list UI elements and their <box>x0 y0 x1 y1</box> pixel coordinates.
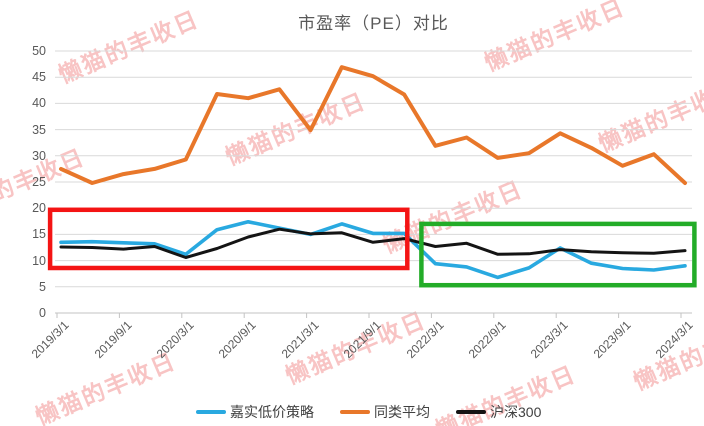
legend-item-peer-average: 同类平均 <box>340 402 430 422</box>
legend-item-csi300: 沪深300 <box>456 402 541 422</box>
highlight-box-red <box>47 207 410 271</box>
legend: 嘉实低价策略 同类平均 沪深300 <box>196 402 541 422</box>
legend-item-fund: 嘉实低价策略 <box>196 402 314 422</box>
legend-label-csi300: 沪深300 <box>490 404 542 420</box>
series-line-2 <box>59 65 687 185</box>
legend-swatch-black <box>456 410 486 414</box>
highlight-box-green <box>419 221 697 288</box>
chart-title: 市盈率（PE）对比 <box>298 14 449 33</box>
series-line-3 <box>59 227 687 259</box>
series-line-1 <box>59 220 687 280</box>
legend-label-fund: 嘉实低价策略 <box>230 404 314 420</box>
legend-label-peer-average: 同类平均 <box>374 404 430 420</box>
legend-swatch-orange <box>340 410 370 414</box>
legend-swatch-blue <box>196 410 226 414</box>
